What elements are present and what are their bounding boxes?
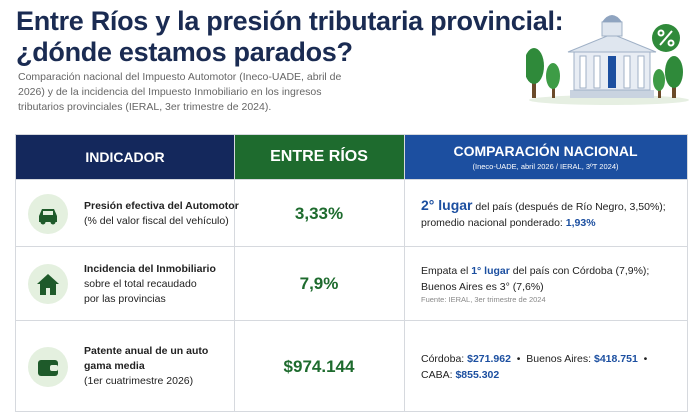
title-line: ¿dónde estamos parados? [16, 37, 353, 67]
indicator-detail: (1er cuatrimestre 2026) [84, 375, 194, 387]
subtitle-line: Comparación nacional del Impuesto Automo… [18, 71, 342, 83]
table-row: Incidencia del Inmobiliario sobre el tota… [16, 246, 687, 321]
subtitle-line: tributarios provinciales (IERAL, 3er tri… [18, 101, 272, 113]
indicator-name: Presión efectiva del Automotor [84, 199, 239, 212]
comparison-text: del país con Córdoba (7,9%); [509, 265, 650, 277]
column-header: INDICADOR [16, 135, 234, 179]
table-row: Presión efectiva del Automotor (% del val… [16, 179, 687, 247]
table: INDICADOR ENTRE RÍOS COMPARACIÓN NACIONA… [15, 134, 688, 412]
column-title: INDICADOR [85, 149, 165, 165]
row-icon [28, 346, 68, 387]
highlight: $855.302 [455, 368, 500, 381]
comparison-line: Empata el 1° lugar del país con Córdoba … [421, 263, 649, 279]
column-rule [234, 135, 235, 411]
icon-glyph [38, 359, 58, 376]
comparison-text: CABA: [421, 368, 456, 381]
comparison-text: del país (después de Río Negro, 3,50%); [472, 200, 666, 213]
column-note: (Ineco-UADE, abril 2026 / IERAL, 3ºT 202… [472, 162, 619, 171]
comparison-line: 2° lugar del país (después de Río Negro,… [421, 197, 666, 215]
indicator-detail: sobre el total recaudado [84, 277, 197, 290]
indicator: Incidencia del Inmobiliario sobre el tota… [84, 262, 216, 307]
entre-rios-value: 3,33% [294, 203, 344, 223]
comparison-text: • Buenos Aires: [510, 352, 594, 365]
comparison: Córdoba: $271.962 • Buenos Aires: $418.7… [421, 351, 647, 383]
comparison-text: Córdoba: [421, 352, 468, 365]
column-header: ENTRE RÍOS [234, 135, 404, 179]
highlight: 1,93% [565, 216, 596, 229]
indicator-detail: (% del valor fiscal del vehículo) [84, 214, 229, 227]
comparison-line: CABA: $855.302 [421, 367, 647, 383]
comparison: Empata el 1° lugar del país con Córdoba … [421, 263, 649, 305]
indicator-name: gama media [84, 360, 145, 372]
illustration [526, 15, 689, 105]
comparison-text: • [637, 352, 648, 365]
row-icon [28, 264, 68, 304]
entre-rios-value: $974.144 [283, 356, 355, 376]
comparison-text: Empata el [421, 265, 472, 277]
column-title: COMPARACIÓN NACIONAL [453, 143, 638, 159]
highlight: 2° lugar [421, 196, 473, 213]
indicator-name: Incidencia del Inmobiliario [84, 262, 216, 275]
entre-rios-value: 7,9% [299, 274, 339, 293]
column-header: COMPARACIÓN NACIONAL (Ineco-UADE, abril 2… [404, 135, 687, 179]
column-rule [404, 135, 405, 411]
title: Entre Ríos y la presión tributaria provi… [16, 6, 564, 68]
comparison-line: Córdoba: $271.962 • Buenos Aires: $418.7… [421, 351, 647, 367]
indicator-detail: por las provincias [84, 292, 166, 305]
subtitle-line: 2026) y de la incidencia del Impuesto In… [18, 86, 322, 98]
highlight: $271.962 [467, 352, 511, 365]
source-note: Fuente: IERAL, 3er trimestre de 2024 [421, 295, 546, 304]
comparison-line: promedio nacional ponderado: 1,93% [421, 215, 666, 231]
comparison-text: promedio nacional ponderado: [421, 216, 566, 229]
title-line: Entre Ríos y la presión tributaria provi… [16, 6, 564, 36]
subtitle: Comparación nacional del Impuesto Automo… [18, 70, 341, 115]
table-row: Patente anual de un auto gama media (1er c… [16, 320, 687, 412]
icon-glyph [37, 274, 59, 295]
highlight: 1° lugar [471, 265, 510, 277]
comparison: 2° lugar del país (después de Río Negro,… [421, 197, 666, 231]
indicator: Presión efectiva del Automotor (% del val… [84, 199, 239, 229]
indicator-name: Patente anual de un auto [84, 345, 209, 357]
comparison-line: Buenos Aires es 3° (7,6%) [421, 279, 649, 295]
icon-glyph [39, 208, 57, 224]
row-icon [28, 193, 68, 234]
comparison-text: Buenos Aires es 3° (7,6%) [421, 281, 544, 293]
indicator: Patente anual de un auto gama media (1er c… [84, 344, 208, 389]
highlight: $418.751 [593, 352, 638, 365]
column-title: ENTRE RÍOS [270, 148, 368, 165]
